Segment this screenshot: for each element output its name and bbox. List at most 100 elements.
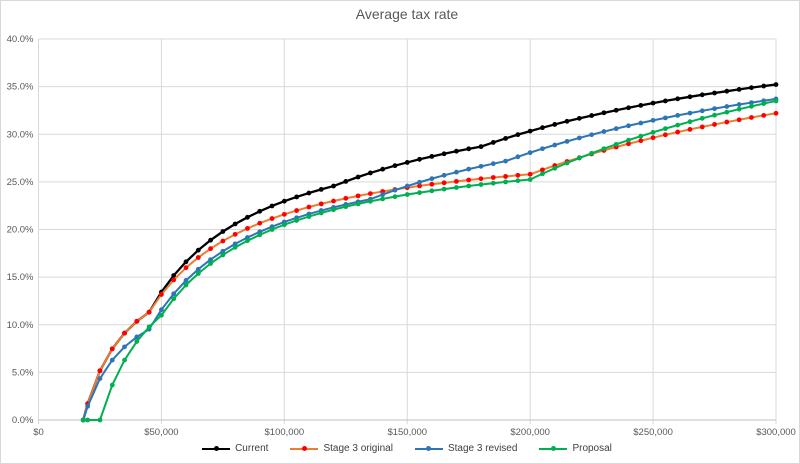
data-point bbox=[638, 138, 644, 144]
data-point bbox=[97, 417, 103, 423]
data-point bbox=[749, 85, 754, 91]
data-point bbox=[454, 148, 459, 154]
data-point bbox=[183, 278, 189, 283]
data-point bbox=[650, 135, 656, 141]
data-point bbox=[699, 92, 705, 98]
data-point bbox=[220, 248, 226, 254]
data-point bbox=[454, 178, 459, 184]
data-point bbox=[675, 96, 681, 102]
data-point bbox=[626, 137, 631, 143]
data-point bbox=[146, 324, 152, 330]
data-point bbox=[515, 178, 521, 184]
data-point bbox=[527, 128, 533, 134]
data-point bbox=[245, 214, 250, 220]
series-markers-stage-3-original bbox=[80, 110, 779, 423]
data-point bbox=[736, 102, 742, 107]
data-point bbox=[195, 271, 201, 276]
x-tick-label: $0 bbox=[33, 427, 44, 438]
legend-line-marker-icon bbox=[202, 444, 231, 453]
legend-label: Proposal bbox=[572, 443, 612, 454]
data-point bbox=[638, 133, 644, 139]
data-point bbox=[626, 141, 631, 147]
data-point bbox=[269, 203, 275, 209]
data-point bbox=[232, 221, 238, 227]
x-tick-label: $250,000 bbox=[633, 427, 673, 438]
data-point bbox=[306, 204, 312, 210]
data-point bbox=[564, 160, 570, 166]
data-point bbox=[355, 174, 361, 180]
data-point bbox=[761, 101, 767, 106]
data-point bbox=[245, 238, 250, 244]
x-tick-label: $100,000 bbox=[265, 427, 305, 438]
legend-label: Stage 3 original bbox=[323, 443, 393, 454]
data-point bbox=[515, 172, 521, 178]
data-point bbox=[773, 98, 779, 104]
data-point bbox=[220, 252, 226, 258]
data-point bbox=[195, 255, 201, 260]
data-point bbox=[478, 144, 484, 150]
data-point bbox=[441, 172, 447, 178]
data-point bbox=[749, 103, 754, 109]
data-point bbox=[417, 179, 422, 185]
data-point bbox=[220, 238, 226, 244]
data-point bbox=[208, 261, 213, 266]
data-point bbox=[318, 186, 324, 192]
data-point bbox=[724, 104, 730, 109]
series-line-stage-3-revised bbox=[82, 97, 777, 421]
data-point bbox=[540, 125, 545, 131]
data-point bbox=[417, 190, 422, 196]
data-point bbox=[109, 346, 115, 352]
data-point bbox=[134, 334, 140, 340]
data-point bbox=[724, 119, 730, 125]
data-point bbox=[367, 170, 373, 176]
data-point bbox=[515, 132, 521, 138]
data-point bbox=[429, 181, 435, 187]
data-point bbox=[257, 232, 263, 238]
data-point bbox=[269, 227, 275, 232]
data-point bbox=[650, 100, 656, 106]
data-point bbox=[195, 247, 201, 253]
legend: Current Stage 3 original Stage 3 revised Pr… bbox=[38, 443, 776, 454]
data-point bbox=[454, 185, 459, 190]
data-point bbox=[490, 140, 496, 145]
data-point bbox=[380, 192, 386, 197]
data-point bbox=[699, 108, 705, 114]
data-point bbox=[515, 154, 521, 160]
y-tick-label: 40.0% bbox=[7, 34, 34, 45]
data-point bbox=[257, 220, 263, 226]
data-point bbox=[662, 98, 668, 104]
data-point bbox=[466, 183, 472, 189]
y-tick-label: 30.0% bbox=[7, 129, 34, 140]
data-point bbox=[429, 188, 435, 194]
data-point bbox=[687, 119, 693, 125]
data-point bbox=[122, 357, 127, 363]
data-point bbox=[220, 229, 226, 234]
data-point bbox=[159, 312, 164, 318]
data-point bbox=[269, 216, 275, 221]
data-point bbox=[712, 106, 717, 112]
data-point bbox=[85, 417, 91, 423]
data-point bbox=[662, 126, 668, 132]
x-tick-label: $150,000 bbox=[387, 427, 427, 438]
data-point bbox=[134, 318, 140, 324]
data-point bbox=[195, 266, 201, 272]
data-point bbox=[392, 194, 398, 200]
data-point bbox=[318, 210, 324, 216]
data-point bbox=[380, 196, 386, 202]
data-point bbox=[601, 129, 607, 134]
data-point bbox=[441, 151, 447, 157]
data-point bbox=[564, 138, 570, 144]
data-point bbox=[466, 166, 472, 172]
data-point bbox=[650, 129, 656, 135]
data-point bbox=[257, 208, 263, 214]
data-point bbox=[552, 142, 558, 148]
data-point bbox=[466, 146, 472, 152]
data-point bbox=[736, 106, 742, 112]
data-point bbox=[294, 208, 300, 213]
data-point bbox=[773, 110, 779, 116]
data-point bbox=[80, 417, 86, 423]
data-point bbox=[613, 126, 619, 132]
data-point bbox=[601, 110, 607, 116]
